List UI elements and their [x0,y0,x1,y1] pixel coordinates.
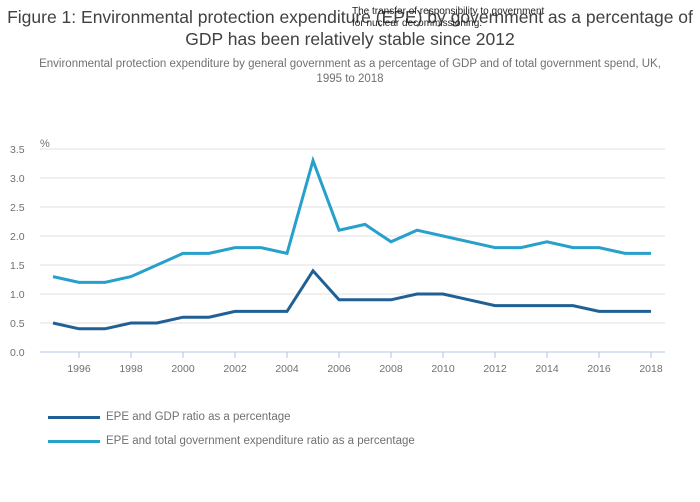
line-chart: 0.0 0.5 1.0 1.5 2.0 2.5 3.0 3.5 1996 1998 2000 200… [10,138,665,375]
chart-annotation: The transfer of responsibility to govern… [352,6,545,29]
y-tick-label: 0.5 [10,318,25,330]
legend-item-total-expenditure[interactable]: EPE and total government expenditure rat… [48,429,415,453]
x-tick-label: 2006 [327,363,351,375]
y-tick-label: 1.0 [10,289,25,301]
legend-label-gdp: EPE and GDP ratio as a percentage [106,411,291,423]
y-tick-label: 3.0 [10,173,25,185]
x-tick-label: 2018 [639,363,663,375]
x-tick-label: 1996 [67,363,91,375]
x-tick-label: 2010 [431,363,455,375]
y-tick-label: 2.5 [10,202,25,214]
chart-title: Figure 1: Environmental protection expen… [7,7,693,49]
series-line-1[interactable] [52,155,651,284]
x-tick-label: 2014 [535,363,559,375]
legend-swatch-gdp [48,415,100,419]
gridlines [40,148,665,324]
series-line-0[interactable] [52,268,651,331]
x-tick-label: 2002 [223,363,247,375]
chart-subtitle: Environmental protection expenditure by … [39,58,661,85]
legend-label-total-expenditure: EPE and total government expenditure rat… [106,435,415,447]
legend-item-gdp[interactable]: EPE and GDP ratio as a percentage [48,405,415,429]
y-tick-label: 0.0 [10,347,25,359]
y-axis-ticks: 0.0 0.5 1.0 1.5 2.0 2.5 3.0 3.5 [10,144,25,359]
x-tick-label: 1998 [119,363,143,375]
y-tick-label: 3.5 [10,144,25,156]
legend-swatch-total-expenditure [48,439,100,443]
y-axis-label: % [40,138,50,150]
x-tick-label: 2000 [171,363,195,375]
legend: EPE and GDP ratio as a percentage EPE an… [48,405,415,453]
x-axis: 1996 1998 2000 2002 2004 2006 2008 2010 2012 2014… [40,351,665,375]
x-tick-label: 2012 [483,363,507,375]
x-tick-label: 2016 [587,363,611,375]
series-lines [52,155,651,331]
x-tick-label: 2004 [275,363,299,375]
y-tick-label: 1.5 [10,260,25,272]
y-tick-label: 2.0 [10,231,25,243]
x-tick-label: 2008 [379,363,403,375]
